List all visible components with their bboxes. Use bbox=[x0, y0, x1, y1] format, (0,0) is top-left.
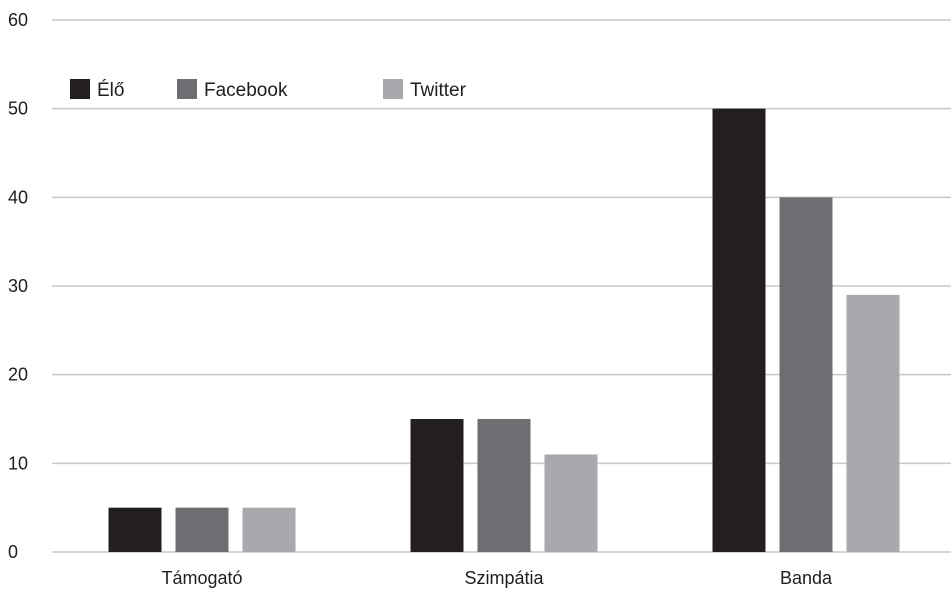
y-tick-label: 50 bbox=[8, 99, 28, 119]
legend-label: Twitter bbox=[410, 80, 467, 101]
x-axis-labels: Támogató Szimpátia Banda bbox=[161, 568, 833, 588]
bar bbox=[779, 197, 833, 553]
legend-swatch bbox=[177, 79, 197, 99]
legend-swatch bbox=[70, 79, 90, 99]
x-category-label: Szimpátia bbox=[464, 568, 544, 588]
bar bbox=[175, 507, 229, 552]
bar bbox=[544, 454, 598, 552]
legend: Élő Facebook Twitter bbox=[70, 79, 467, 101]
y-tick-label: 30 bbox=[8, 276, 28, 296]
bar bbox=[846, 294, 900, 552]
bar bbox=[410, 419, 464, 552]
bar bbox=[108, 507, 162, 552]
legend-label: Facebook bbox=[204, 80, 288, 101]
y-axis-ticks: 0 10 20 30 40 50 60 bbox=[8, 10, 28, 562]
y-tick-label: 0 bbox=[8, 542, 18, 562]
bars bbox=[108, 108, 900, 553]
x-category-label: Támogató bbox=[161, 568, 242, 588]
grid-lines bbox=[52, 19, 951, 553]
legend-swatch bbox=[383, 79, 403, 99]
y-tick-label: 60 bbox=[8, 10, 28, 30]
bar bbox=[242, 507, 296, 552]
x-category-label: Banda bbox=[780, 568, 833, 588]
y-tick-label: 10 bbox=[8, 453, 28, 473]
y-tick-label: 20 bbox=[8, 365, 28, 385]
legend-label: Élő bbox=[97, 80, 124, 101]
bar bbox=[477, 419, 531, 552]
y-tick-label: 40 bbox=[8, 187, 28, 207]
bar bbox=[712, 108, 766, 553]
